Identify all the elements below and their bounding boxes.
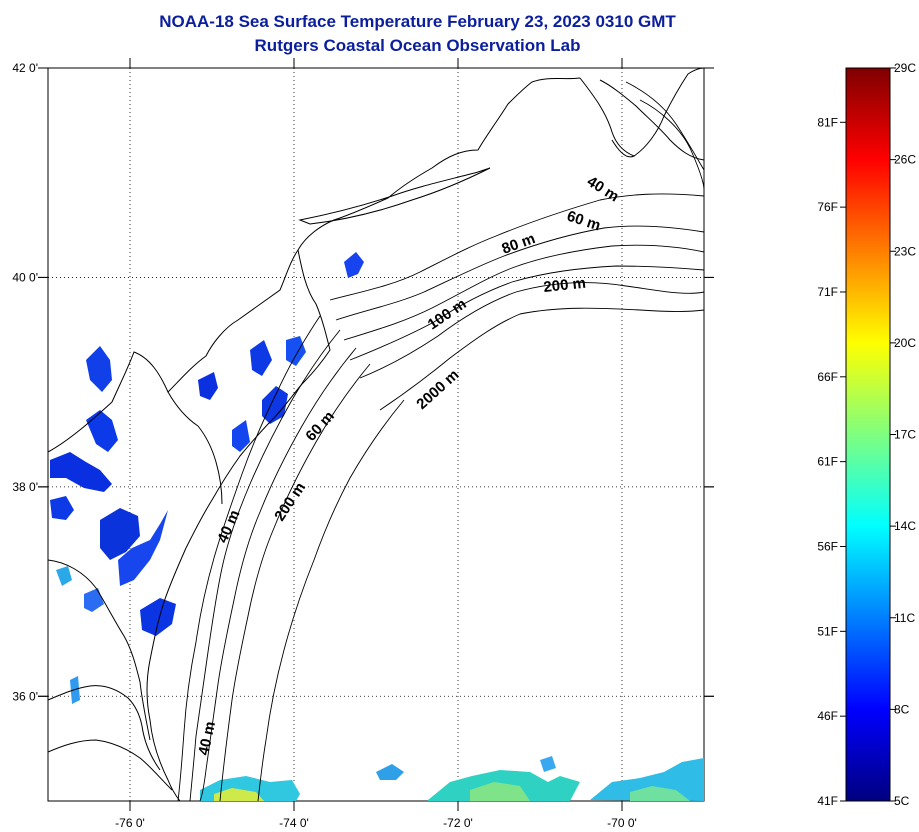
sst-patch-li-sound bbox=[344, 252, 364, 278]
depth-label-200m-ne: 200 m bbox=[543, 275, 587, 296]
sst-patch-chesapeake-lower bbox=[100, 508, 140, 560]
coastline-chesapeake-west bbox=[48, 559, 151, 741]
contour-40m bbox=[329, 193, 704, 301]
sst-patch-nj-coast-1 bbox=[232, 420, 250, 452]
sst-patch-gulfstream-2 bbox=[214, 788, 264, 801]
contour-2000m bbox=[379, 307, 704, 411]
sst-patch-chesapeake-north bbox=[86, 346, 112, 392]
contour-slope-2000m-south bbox=[257, 399, 405, 801]
lon-tick-label: -74 0' bbox=[279, 816, 309, 830]
map-frame bbox=[47, 67, 705, 802]
sst-patch-gulfstream-6 bbox=[630, 786, 690, 801]
colorbar-label-f: 46F bbox=[817, 709, 838, 723]
title-line-2: Rutgers Coastal Ocean Observation Lab bbox=[254, 36, 581, 55]
contour-shelf-40m-south bbox=[189, 329, 341, 801]
coastline bbox=[48, 68, 704, 801]
sst-patch-nj-coast-2 bbox=[250, 340, 272, 376]
sst-patch-nj-coast-4 bbox=[262, 386, 288, 424]
lon-tick-label: -76 0' bbox=[115, 816, 145, 830]
colorbar-label-f: 61F bbox=[817, 455, 838, 469]
coastline-delmarva bbox=[146, 547, 187, 801]
depth-label-40m-south: 40 m bbox=[195, 720, 219, 757]
sst-patch-gulfstream-4 bbox=[470, 782, 530, 801]
colorbar-label-f: 56F bbox=[817, 539, 838, 553]
sst-patch-va-coast bbox=[84, 588, 104, 612]
colorbar-ramp bbox=[845, 67, 891, 802]
contour-200m bbox=[359, 282, 704, 379]
map-title: NOAA-18 Sea Surface Temperature February… bbox=[0, 10, 835, 58]
sst-patch-offshore-7 bbox=[376, 764, 404, 780]
sst-patch-pamlico-1 bbox=[140, 598, 176, 636]
colorbar-label-f: 66F bbox=[817, 370, 838, 384]
lat-tick-label: 40 0' bbox=[12, 270, 38, 284]
sst-patch-chesapeake-east bbox=[50, 496, 74, 520]
contour-shelf-inner bbox=[177, 315, 321, 801]
contour-shelf-60m-south bbox=[199, 347, 357, 801]
coastline-pamlico bbox=[48, 685, 161, 771]
contour-georges-bank bbox=[639, 99, 704, 191]
lat-tick-label: 36 0' bbox=[12, 689, 38, 703]
colorbar-label-f: 41F bbox=[817, 794, 838, 808]
lat-tick-label: 38 0' bbox=[12, 480, 38, 494]
contour-100m bbox=[349, 265, 704, 361]
colorbar-label-f: 76F bbox=[817, 200, 838, 214]
colorbar-label-c: 5C bbox=[894, 794, 910, 808]
colorbar-label-f: 71F bbox=[817, 285, 838, 299]
colorbar-label-f: 51F bbox=[817, 624, 838, 638]
sst-patches-coastal bbox=[50, 252, 364, 704]
lon-tick-label: -70 0' bbox=[607, 816, 637, 830]
lat-tick-label: 42 0' bbox=[12, 61, 38, 75]
coastline-gulf-maine bbox=[633, 68, 704, 157]
colorbar-label-f: 81F bbox=[817, 115, 838, 129]
coastline-outer-banks bbox=[48, 739, 173, 791]
map-axes: -76 0' -74 0' -72 0' -70 0' 42 0' 40 0' 38 0' 3… bbox=[12, 58, 714, 830]
sst-patch-delmarva bbox=[118, 510, 168, 586]
sst-patch-inner-coast bbox=[56, 566, 72, 586]
title-line-1: NOAA-18 Sea Surface Temperature February… bbox=[159, 12, 676, 31]
colorbar-label-c: 23C bbox=[894, 244, 916, 258]
coastline-delaware-bay bbox=[167, 391, 223, 505]
sst-patch-delaware-bay bbox=[198, 372, 218, 400]
contour-georges-bank-2 bbox=[625, 81, 704, 171]
sst-patches-offshore bbox=[200, 756, 704, 801]
graticule bbox=[48, 68, 704, 801]
contour-shelf-200m-south bbox=[219, 363, 371, 801]
bathymetry-contours bbox=[177, 81, 704, 801]
colorbar-label-c: 11C bbox=[894, 611, 915, 625]
colorbar-label-c: 29C bbox=[894, 61, 916, 75]
colorbar-label-c: 20C bbox=[894, 336, 916, 350]
coastline-cape-cod bbox=[579, 77, 636, 158]
contour-60m bbox=[335, 225, 704, 321]
colorbar-label-c: 8C bbox=[894, 702, 910, 716]
contour-80m bbox=[343, 244, 704, 341]
sst-patch-chesapeake-mid bbox=[86, 410, 118, 452]
colorbar-label-c: 14C bbox=[894, 519, 916, 533]
sst-patch-nj-coast-3 bbox=[286, 336, 306, 366]
coastline-maine bbox=[599, 79, 704, 161]
sst-patch-offshore-8 bbox=[540, 756, 556, 772]
coastline-long-island bbox=[298, 167, 491, 225]
lon-tick-label: -72 0' bbox=[443, 816, 473, 830]
coastline-nj bbox=[185, 249, 331, 549]
colorbar-ticks: 81F 76F 71F 66F 61F 56F 51F 46F 41F 29C 26C 23C 20C 1… bbox=[817, 61, 916, 808]
colorbar-label-c: 17C bbox=[894, 428, 916, 442]
colorbar-label-c: 26C bbox=[894, 153, 916, 167]
sst-patch-chesapeake-upper bbox=[50, 452, 112, 492]
